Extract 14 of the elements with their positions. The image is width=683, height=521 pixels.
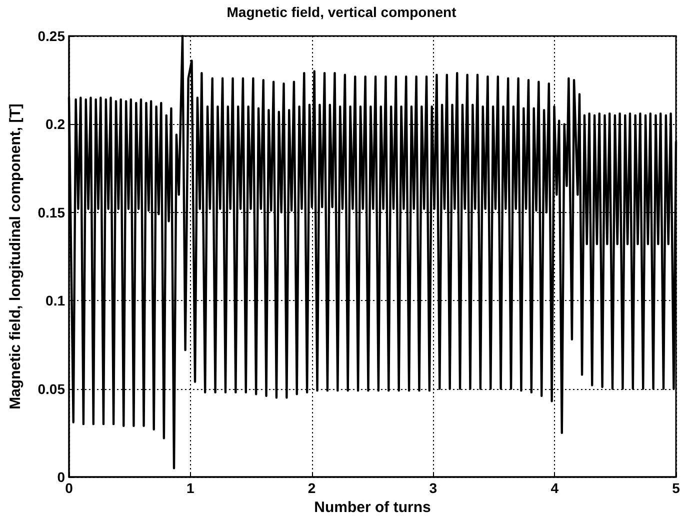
x-tick-label: 2: [308, 480, 316, 496]
y-tick-label: 0.1: [46, 292, 66, 309]
x-tick-label: 5: [672, 480, 680, 496]
y-tick-label: 0.25: [38, 28, 66, 44]
y-tick-label: 0: [57, 469, 66, 485]
y-tick-label: 0.2: [46, 116, 66, 132]
x-tick-label: 4: [550, 480, 559, 496]
y-tick-label: 0.05: [38, 380, 66, 397]
chart-title: Magnetic field, vertical component: [226, 4, 457, 20]
y-tick-label: 0.15: [38, 204, 66, 220]
y-axis-title: Magnetic field, longitudinal component, [T]: [7, 104, 24, 410]
x-tick-label: 3: [429, 480, 438, 496]
x-axis-title: Number of turns: [314, 498, 431, 516]
x-tick-label: 1: [186, 480, 194, 496]
